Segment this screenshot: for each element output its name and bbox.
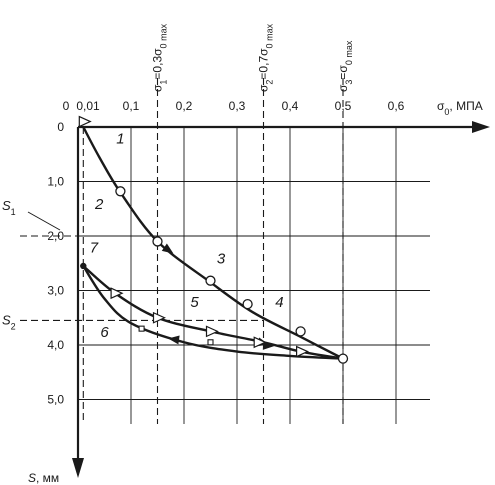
y-tick-label: 0 xyxy=(57,120,64,134)
stress-level-text: σ1=0,3σ0 max xyxy=(151,23,169,92)
x-tick-label: 0,1 xyxy=(123,99,140,113)
x-tick-label: 0,3 xyxy=(229,99,246,113)
y-tick-label: 4,0 xyxy=(47,338,64,352)
y-axis-label: S, мм xyxy=(28,471,59,485)
stress-level-text: σ3=σ0 max xyxy=(336,40,354,92)
stress-level-text: σ2=0,7σ0 max xyxy=(257,23,275,92)
y-tick-label: 3,0 xyxy=(47,284,64,298)
curve-loading xyxy=(82,126,344,360)
triangle-marker xyxy=(78,115,92,128)
triangle-marker xyxy=(253,336,267,349)
settlement-label: S2 xyxy=(2,312,16,331)
circle-marker xyxy=(205,275,216,286)
stress-level-label: σ2=0,7σ0 max xyxy=(257,23,275,92)
circle-marker xyxy=(115,186,126,197)
grid xyxy=(78,127,430,424)
curves xyxy=(82,126,344,360)
curve-number-label: 4 xyxy=(275,294,283,311)
curve-number-label: 1 xyxy=(116,130,124,147)
curve-number-label: 7 xyxy=(90,239,99,256)
x-axis-label: σ0, МПА xyxy=(437,99,483,117)
curve-number-label: 5 xyxy=(190,294,199,311)
triangle-marker xyxy=(205,325,219,338)
circle-marker xyxy=(337,353,349,364)
x-tick-label: 0 xyxy=(63,99,70,113)
circle-marker xyxy=(152,236,163,247)
direction-arrow-icon xyxy=(168,335,180,345)
circle-marker xyxy=(242,298,253,310)
x-tick-label: 0,4 xyxy=(282,99,299,113)
markers xyxy=(78,115,349,364)
y-tick-label: 5,0 xyxy=(47,393,64,407)
triangle-marker xyxy=(296,345,310,358)
stress-level-label: σ3=σ0 max xyxy=(336,40,354,92)
y-tick-label: 2,0 xyxy=(47,229,64,243)
x-tick-label: 0,01 xyxy=(76,99,100,113)
curve-number-label: 3 xyxy=(217,250,226,267)
axes xyxy=(72,121,490,478)
triangle-marker xyxy=(152,311,166,324)
settlement-label: S1 xyxy=(2,198,16,217)
y-tick-label: 1,0 xyxy=(47,175,64,189)
x-tick-label: 0,6 xyxy=(388,99,405,113)
labels: 0 0,01 0,1 0,2 0,3 0,4 0,5 0,6 σ0, МПА 0 1,0 2,0 3,0… xyxy=(2,23,483,485)
stress-level-label: σ1=0,3σ0 max xyxy=(151,23,169,92)
x-axis-arrow-icon xyxy=(472,121,490,133)
x-tick-label: 0,2 xyxy=(176,99,193,113)
x-tick-label: 0,5 xyxy=(335,99,352,113)
square-marker xyxy=(207,339,214,346)
direction-arrow-icon xyxy=(161,243,174,254)
triangle-marker xyxy=(110,287,124,300)
curve-number-label: 2 xyxy=(94,196,104,213)
square-marker xyxy=(138,325,145,332)
dot-marker xyxy=(80,262,87,270)
y-axis-arrow-icon xyxy=(72,458,84,478)
circle-marker xyxy=(295,326,306,337)
reference-lines xyxy=(20,78,344,424)
curve-unloading-lower xyxy=(82,265,344,360)
curve-number-label: 6 xyxy=(100,324,109,341)
settlement-leader xyxy=(27,211,61,231)
direction-arrow-icon xyxy=(262,340,275,350)
